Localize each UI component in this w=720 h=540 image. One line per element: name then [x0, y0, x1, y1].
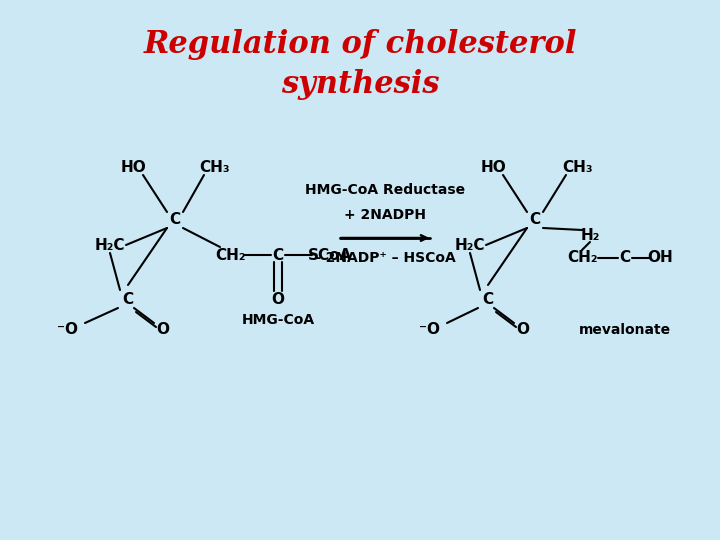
Text: C: C	[619, 251, 631, 266]
Text: HMG-CoA: HMG-CoA	[241, 313, 315, 327]
Text: H₂C: H₂C	[455, 238, 485, 253]
Text: OH: OH	[647, 251, 673, 266]
Text: + 2NADPH: + 2NADPH	[344, 208, 426, 222]
Text: C: C	[169, 213, 181, 227]
Text: - 2NADP⁺ – HSCoA: - 2NADP⁺ – HSCoA	[315, 251, 455, 265]
Text: SCoA: SCoA	[308, 247, 352, 262]
Text: H₂C: H₂C	[95, 238, 125, 253]
Text: synthesis: synthesis	[281, 70, 439, 100]
Text: Regulation of cholesterol: Regulation of cholesterol	[143, 30, 577, 60]
Text: HO: HO	[120, 160, 146, 176]
Text: O: O	[271, 293, 284, 307]
Text: ⁻O: ⁻O	[58, 322, 78, 338]
Text: CH₃: CH₃	[199, 160, 230, 176]
Text: HMG-CoA Reductase: HMG-CoA Reductase	[305, 183, 465, 197]
Text: C: C	[529, 213, 541, 227]
Text: C: C	[122, 293, 134, 307]
Text: CH₂: CH₂	[215, 247, 246, 262]
Text: mevalonate: mevalonate	[579, 323, 671, 337]
Text: ⁻O: ⁻O	[420, 322, 441, 338]
Text: HO: HO	[480, 160, 506, 176]
Text: CH₃: CH₃	[563, 160, 593, 176]
Text: C: C	[482, 293, 494, 307]
Text: O: O	[156, 322, 169, 338]
Text: O: O	[516, 322, 529, 338]
Text: H₂: H₂	[580, 227, 600, 242]
Text: C: C	[272, 247, 284, 262]
Text: CH₂: CH₂	[567, 251, 598, 266]
